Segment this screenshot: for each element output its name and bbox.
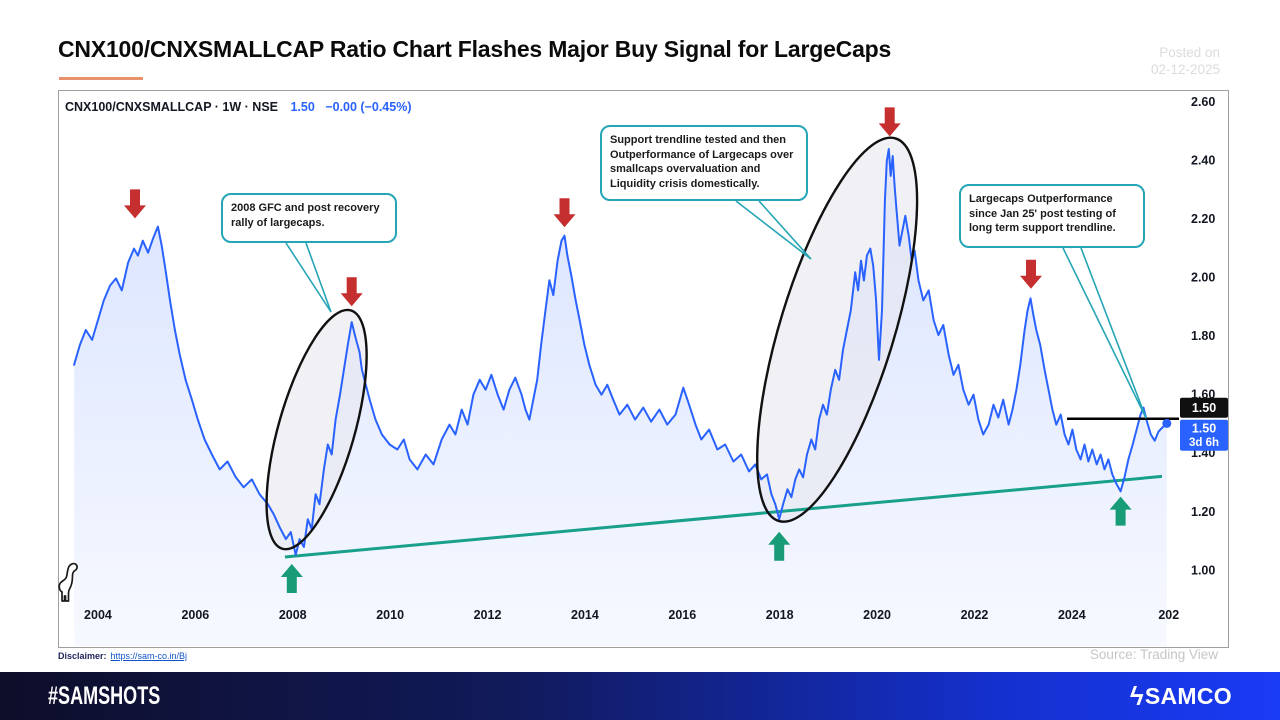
highlight-ellipse-fill-1: [757, 137, 918, 522]
callout-leader-1a: [735, 200, 812, 260]
y-tick-2.20: 2.20: [1191, 212, 1215, 226]
source-credit: Source: Trading View: [1089, 647, 1218, 662]
x-tick-2014: 2014: [571, 608, 599, 622]
y-tick-2.40: 2.40: [1191, 153, 1215, 167]
posted-date: 02-12-2025: [1150, 62, 1220, 77]
dino-doodle-icon: [58, 562, 78, 602]
legend-symbol: CNX100/CNXSMALLCAP · 1W · NSE: [65, 100, 278, 114]
x-tick-2006: 2006: [181, 608, 209, 622]
series-line: [73, 148, 1168, 556]
y-tick-1.00: 1.00: [1191, 563, 1215, 577]
callout-leader-0b: [305, 242, 332, 313]
disclaimer-label: Disclaimer:: [58, 651, 107, 661]
page-title: CNX100/CNXSMALLCAP Ratio Chart Flashes M…: [58, 36, 892, 62]
disclaimer: Disclaimer: https://sam-co.in/Bj: [58, 651, 187, 661]
ratio-chart-panel: CNX100/CNXSMALLCAP · 1W · NSE 1.50 −0.00…: [58, 90, 1229, 648]
highlight-ellipse-1: [756, 136, 919, 523]
callout-leader-1b: [758, 200, 812, 260]
last-price-dot: [1162, 418, 1172, 428]
buy-signal-arrow-1: [768, 531, 791, 561]
sell-signal-arrow-4: [1020, 259, 1042, 289]
y-tick-2.60: 2.60: [1191, 95, 1215, 109]
resistance-price-badge: [1180, 397, 1228, 418]
x-tick-2018: 2018: [766, 608, 794, 622]
x-tick-2008: 2008: [279, 608, 307, 622]
x-tick-2010: 2010: [376, 608, 404, 622]
legend-price: 1.50: [290, 100, 315, 114]
sell-signal-arrow-1: [340, 277, 363, 307]
callout-2008-gfc: 2008 GFC and post recovery rally of larg…: [221, 193, 397, 243]
support-trendline: [284, 474, 1163, 559]
callout-leader-2b: [1080, 247, 1147, 419]
posted-label: Posted on: [1159, 45, 1220, 60]
disclaimer-link[interactable]: https://sam-co.in/Bj: [110, 651, 188, 661]
chart-legend: CNX100/CNXSMALLCAP · 1W · NSE 1.50 −0.00…: [65, 100, 411, 114]
x-tick-2022: 2022: [961, 608, 989, 622]
resistance-price-badge-text: 1.50: [1192, 401, 1216, 415]
bar-countdown-text: 3d 6h: [1189, 437, 1219, 449]
callout-leader-0a: [285, 242, 332, 313]
x-tick-2024: 2024: [1058, 608, 1086, 622]
y-tick-1.80: 1.80: [1191, 329, 1215, 343]
samco-logo: ϟ SAMCO: [1130, 683, 1232, 710]
title-underline: [59, 77, 143, 80]
y-tick-1.20: 1.20: [1191, 505, 1215, 519]
callout-leader-2a: [1062, 247, 1147, 419]
samco-wordmark: SAMCO: [1144, 682, 1232, 709]
posted-date-block: Posted on 02-12-2025: [1151, 44, 1220, 78]
x-tick-2020: 2020: [863, 608, 891, 622]
y-tick-2.00: 2.00: [1191, 270, 1215, 284]
x-tick-2016: 2016: [668, 608, 696, 622]
buy-signal-arrow-2: [1109, 496, 1132, 526]
x-tick-202: 202: [1158, 608, 1179, 622]
buy-signal-arrow-0: [280, 564, 303, 593]
x-tick-2004: 2004: [84, 608, 112, 622]
highlight-ellipse-fill-0: [266, 309, 367, 550]
samco-logo-icon: ϟ: [1129, 681, 1144, 711]
callout-support-trendline: Support trendline tested and then Outper…: [600, 125, 808, 201]
sell-signal-arrow-3: [878, 107, 901, 137]
legend-change: −0.00 (−0.45%): [325, 100, 412, 114]
samshots-wordmark: #SAMSHOTS: [48, 681, 161, 710]
sell-signal-arrow-0: [124, 189, 146, 219]
ratio-chart-svg: 1.001.201.401.601.802.002.202.402.602004…: [73, 95, 1228, 646]
x-tick-2012: 2012: [474, 608, 502, 622]
last-price-badge-text: 1.50: [1192, 422, 1216, 436]
highlight-ellipse-0: [265, 308, 368, 551]
bottom-brand-bar: #SAMSHOTS ϟ SAMCO: [0, 672, 1280, 720]
callout-largecaps-outperformance: Largecaps Outperformance since Jan 25' p…: [959, 184, 1145, 248]
sell-signal-arrow-2: [553, 198, 576, 228]
last-price-badge: [1180, 419, 1228, 451]
